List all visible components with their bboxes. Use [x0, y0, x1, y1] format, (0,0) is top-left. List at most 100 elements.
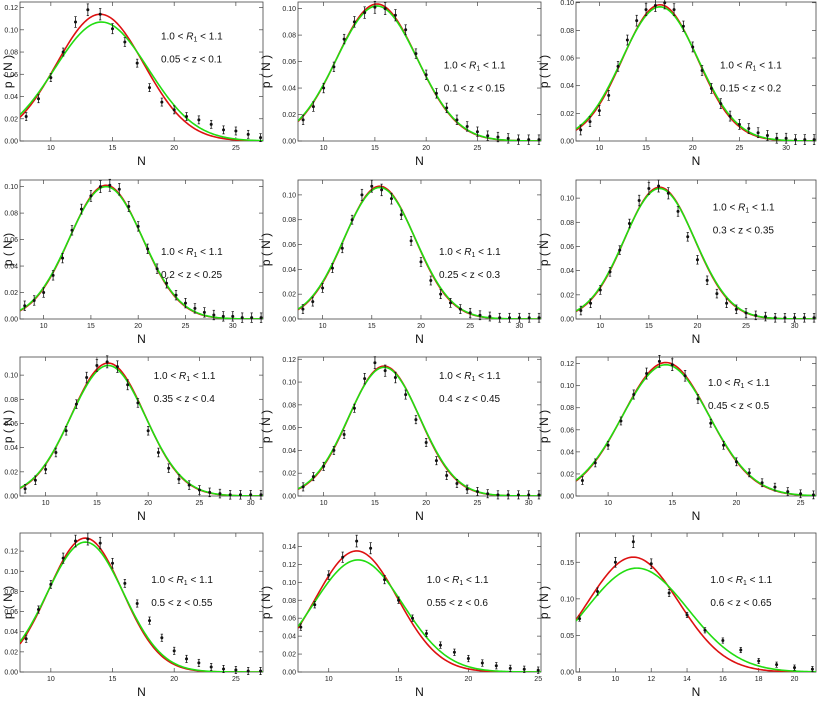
- point-marker: [775, 663, 779, 667]
- y-tick-label: 0.10: [560, 0, 574, 7]
- data-point: [455, 479, 459, 488]
- green-curve: [298, 559, 541, 672]
- data-point: [744, 308, 748, 318]
- y-tick-label: 0.10: [560, 596, 574, 603]
- point-marker: [156, 450, 160, 454]
- data-point: [486, 130, 490, 141]
- data-point: [187, 480, 191, 490]
- y-tick-label: 0.06: [4, 609, 18, 616]
- annotation-var: R: [464, 247, 471, 258]
- data-point: [332, 445, 336, 455]
- data-point: [696, 394, 700, 404]
- point-marker: [51, 273, 55, 277]
- data-point: [135, 58, 139, 68]
- point-marker: [666, 191, 670, 195]
- point-marker: [322, 86, 326, 90]
- x-tick-label: 15: [645, 323, 653, 330]
- point-marker: [49, 76, 53, 80]
- point-marker: [98, 185, 102, 189]
- point-marker: [760, 481, 764, 485]
- annotation-range-r1: 1.0 < R1 < 1.1: [154, 371, 216, 383]
- data-point: [632, 389, 636, 400]
- y-tick-label: 0.04: [282, 86, 296, 93]
- data-point: [148, 616, 152, 625]
- data-point: [488, 311, 492, 322]
- point-marker: [793, 138, 797, 142]
- data-point: [373, 0, 377, 14]
- y-tick-label: 0.00: [282, 139, 296, 146]
- data-point: [177, 474, 181, 484]
- plot-frame: [297, 532, 542, 673]
- point-marker: [607, 93, 611, 97]
- data-point: [676, 206, 680, 217]
- point-marker: [148, 619, 152, 623]
- data-point: [135, 599, 139, 608]
- red-curve: [298, 3, 541, 141]
- point-marker: [486, 134, 490, 138]
- x-tick-label: 20: [791, 676, 799, 683]
- data-point: [259, 312, 263, 323]
- data-point: [301, 114, 305, 125]
- x-tick-label: 15: [642, 145, 650, 152]
- data-point: [496, 490, 500, 500]
- point-marker: [37, 97, 41, 101]
- point-marker: [618, 248, 622, 252]
- y-tick-label: 0.08: [282, 598, 296, 605]
- point-marker: [685, 613, 689, 617]
- data-point: [468, 307, 472, 318]
- point-marker: [89, 194, 93, 198]
- green-curve: [20, 364, 263, 496]
- y-axis-label: p ( N ): [1, 410, 15, 443]
- x-tick-label: 8: [578, 676, 582, 683]
- data-point: [606, 440, 610, 450]
- point-marker: [458, 307, 462, 311]
- point-marker: [725, 301, 729, 305]
- data-point: [475, 486, 479, 496]
- point-marker: [672, 8, 676, 12]
- data-point: [311, 296, 315, 307]
- y-tick-label: 0.00: [560, 317, 574, 324]
- data-point: [747, 123, 751, 134]
- y-tick-label: 0.02: [4, 469, 18, 476]
- data-point: [105, 355, 109, 369]
- annotation-prefix: 1.0 <: [439, 371, 464, 382]
- y-tick-label: 0.02: [282, 471, 296, 478]
- point-marker: [209, 122, 213, 126]
- point-marker: [452, 650, 456, 654]
- data-point: [23, 484, 27, 494]
- point-marker: [98, 541, 102, 545]
- point-marker: [784, 136, 788, 140]
- data-point: [49, 580, 53, 589]
- plot-frame: [575, 1, 817, 142]
- data-point: [812, 313, 816, 323]
- x-tick-label: 15: [368, 323, 376, 330]
- y-tick-label: 0.10: [4, 373, 18, 380]
- data-point: [32, 295, 36, 306]
- point-marker: [352, 20, 356, 24]
- point-marker: [527, 138, 531, 142]
- y-tick-label: 0.06: [282, 425, 296, 432]
- point-marker: [74, 20, 78, 24]
- data-point: [810, 666, 814, 673]
- x-tick-label: 15: [109, 145, 117, 152]
- data-point: [234, 126, 238, 136]
- data-point: [98, 8, 102, 21]
- point-marker: [74, 402, 78, 406]
- data-point: [342, 33, 346, 45]
- point-marker: [70, 228, 74, 232]
- data-point: [172, 646, 176, 655]
- y-tick-label: 0.10: [282, 192, 296, 199]
- x-tick-label: 25: [232, 676, 240, 683]
- point-marker: [332, 65, 336, 69]
- point-marker: [434, 91, 438, 95]
- data-point: [160, 633, 164, 642]
- point-marker: [212, 313, 216, 317]
- point-marker: [676, 209, 680, 213]
- point-marker: [209, 665, 213, 669]
- data-point: [352, 16, 356, 28]
- point-marker: [327, 573, 331, 577]
- point-marker: [123, 581, 127, 585]
- data-point: [74, 399, 78, 409]
- curves: [576, 3, 816, 141]
